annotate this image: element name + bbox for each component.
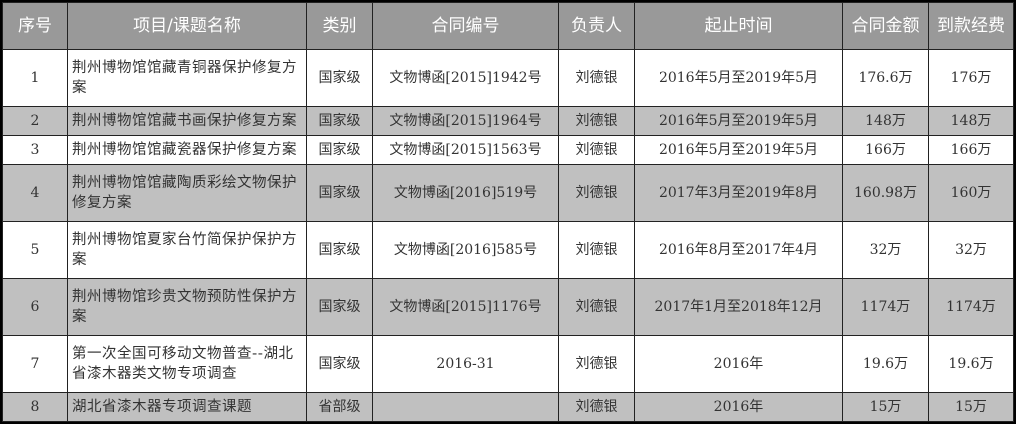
column-header: 合同编号 (372, 2, 559, 50)
cell-lead: 刘德银 (558, 278, 635, 336)
cell-lead: 刘德银 (558, 49, 635, 107)
cell-received: 148万 (928, 105, 1014, 137)
cell-name: 荆州博物馆夏家台竹简保护保护方案 (67, 221, 307, 279)
column-header: 序号 (2, 2, 68, 50)
cell-received: 19.6万 (928, 334, 1014, 393)
cell-received: 1174万 (928, 278, 1014, 336)
cell-type: 省部级 (306, 391, 373, 423)
table-row: 1 荆州博物馆馆藏青铜器保护修复方案 国家级 文物博函[2015]1942号 刘德银 20… (2, 49, 1014, 107)
cell-no: 7 (2, 334, 68, 393)
cell-no: 4 (2, 164, 68, 223)
cell-type: 国家级 (306, 49, 373, 107)
column-header: 类别 (306, 2, 373, 50)
table-row: 5 荆州博物馆夏家台竹简保护保护方案 国家级 文物博函[2016]585号 刘德银 201… (2, 221, 1014, 279)
table-row: 2 荆州博物馆馆藏书画保护修复方案 国家级 文物博函[2015]1964号 刘德银 201… (2, 105, 1014, 137)
cell-period: 2016年 (634, 334, 843, 393)
cell-name: 荆州博物馆馆藏瓷器保护修复方案 (67, 135, 307, 166)
cell-received: 160万 (928, 164, 1014, 223)
cell-contract: 文物博函[2015]1176号 (372, 278, 559, 336)
cell-no: 8 (2, 391, 68, 423)
cell-name: 荆州博物馆珍贵文物预防性保护方案 (67, 278, 307, 336)
cell-name: 湖北省漆木器专项调查课题 (67, 391, 307, 423)
cell-lead: 刘德银 (558, 164, 635, 223)
cell-received: 166万 (928, 135, 1014, 166)
table-row: 7 第一次全国可移动文物普查--湖北省漆木器类文物专项调查 国家级 2016-31 刘德… (2, 334, 1014, 393)
cell-amount: 32万 (842, 221, 929, 279)
cell-contract: 2016-31 (372, 334, 559, 393)
cell-period: 2016年5月至2019年5月 (634, 105, 843, 137)
cell-period: 2016年 (634, 391, 843, 423)
cell-amount: 1174万 (842, 278, 929, 336)
column-header: 合同金额 (842, 2, 929, 50)
column-header: 到款经费 (928, 2, 1014, 50)
cell-received: 15万 (928, 391, 1014, 423)
cell-amount: 148万 (842, 105, 929, 137)
cell-received: 176万 (928, 49, 1014, 107)
table-row: 4 荆州博物馆馆藏陶质彩绘文物保护修复方案 国家级 文物博函[2016]519号 刘德银… (2, 164, 1014, 223)
cell-no: 2 (2, 105, 68, 137)
cell-contract: 文物博函[2015]1563号 (372, 135, 559, 166)
cell-lead: 刘德银 (558, 135, 635, 166)
cell-lead: 刘德银 (558, 334, 635, 393)
header-row: 序号 项目/课题名称 类别 合同编号 负责人 起止时间 合同金额 到款经费 (2, 2, 1014, 50)
cell-contract: 文物博函[2016]585号 (372, 221, 559, 279)
cell-name: 荆州博物馆馆藏青铜器保护修复方案 (67, 49, 307, 107)
cell-lead: 刘德银 (558, 105, 635, 137)
column-header: 项目/课题名称 (67, 2, 307, 50)
cell-contract: 文物博函[2016]519号 (372, 164, 559, 223)
cell-type: 国家级 (306, 334, 373, 393)
cell-no: 5 (2, 221, 68, 279)
cell-type: 国家级 (306, 164, 373, 223)
column-header: 起止时间 (634, 2, 843, 50)
table-row: 6 荆州博物馆珍贵文物预防性保护方案 国家级 文物博函[2015]1176号 刘德银 20… (2, 278, 1014, 336)
table-row: 3 荆州博物馆馆藏瓷器保护修复方案 国家级 文物博函[2015]1563号 刘德银 201… (2, 135, 1014, 166)
cell-type: 国家级 (306, 221, 373, 279)
cell-no: 3 (2, 135, 68, 166)
cell-name: 荆州博物馆馆藏书画保护修复方案 (67, 105, 307, 137)
cell-type: 国家级 (306, 278, 373, 336)
cell-contract: 文物博函[2015]1964号 (372, 105, 559, 137)
cell-amount: 176.6万 (842, 49, 929, 107)
cell-lead: 刘德银 (558, 221, 635, 279)
cell-period: 2016年5月至2019年5月 (634, 135, 843, 166)
cell-period: 2017年3月至2019年8月 (634, 164, 843, 223)
cell-amount: 19.6万 (842, 334, 929, 393)
cell-no: 6 (2, 278, 68, 336)
cell-no: 1 (2, 49, 68, 107)
cell-name: 荆州博物馆馆藏陶质彩绘文物保护修复方案 (67, 164, 307, 223)
cell-period: 2017年1月至2018年12月 (634, 278, 843, 336)
cell-received: 32万 (928, 221, 1014, 279)
column-header: 负责人 (558, 2, 635, 50)
cell-type: 国家级 (306, 135, 373, 166)
cell-amount: 166万 (842, 135, 929, 166)
cell-name: 第一次全国可移动文物普查--湖北省漆木器类文物专项调查 (67, 334, 307, 393)
cell-lead: 刘德银 (558, 391, 635, 423)
table-row: 8 湖北省漆木器专项调查课题 省部级 刘德银 2016年 15万 15万 (2, 391, 1014, 423)
cell-period: 2016年5月至2019年5月 (634, 49, 843, 107)
cell-contract (372, 391, 559, 423)
cell-amount: 160.98万 (842, 164, 929, 223)
cell-period: 2016年8月至2017年4月 (634, 221, 843, 279)
cell-type: 国家级 (306, 105, 373, 137)
cell-contract: 文物博函[2015]1942号 (372, 49, 559, 107)
cell-amount: 15万 (842, 391, 929, 423)
